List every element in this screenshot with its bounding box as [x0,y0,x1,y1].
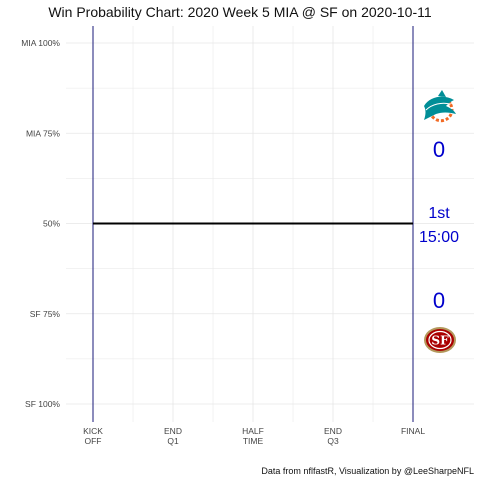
dolphin-icon [424,90,456,123]
chart-caption: Data from nflfastR, Visualization by @Le… [261,466,474,476]
x-tick-label-4: FINAL [401,426,425,436]
y-tick-label-0: MIA 100% [21,38,60,48]
y-tick-label-3: SF 75% [30,309,61,319]
49ers-logo-icon: SF [424,327,456,353]
x-tick-label-3: END Q3 [324,426,342,446]
away-team-score: 0 [433,137,445,162]
game-time: 15:00 [419,229,459,246]
y-tick-label-1: MIA 75% [26,128,60,138]
svg-text:SF: SF [431,334,449,348]
y-tick-label-2: 50% [43,219,60,229]
home-team-score: 0 [433,288,445,313]
y-axis: MIA 100% MIA 75% 50% SF 75% SF 100% [21,38,60,409]
y-tick-label-4: SF 100% [25,399,60,409]
x-tick-label-2: HALF TIME [242,426,264,446]
chart-title: Win Probability Chart: 2020 Week 5 MIA @… [48,4,432,20]
x-tick-label-1: END Q1 [164,426,182,446]
game-quarter: 1st [428,205,450,222]
x-axis: KICK OFF END Q1 HALF TIME END Q3 FINAL [83,426,425,446]
x-tick-label-0: KICK OFF [83,426,103,446]
